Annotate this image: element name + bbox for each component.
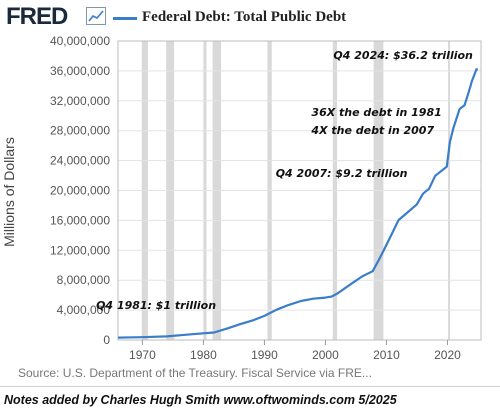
x-tick-label: 2010 [373, 348, 400, 362]
y-tick-label: 0 [103, 333, 110, 347]
y-tick-label: 28,000,000 [50, 124, 110, 138]
chart-title: Federal Debt: Total Public Debt [142, 9, 347, 25]
y-tick-label: 4,000,000 [57, 303, 111, 317]
annotation-1: Q4 2007: $9.2 trillion [275, 167, 408, 181]
y-tick-label: 16,000,000 [50, 213, 110, 227]
x-tick-labels: 1970 1980 1990 2000 2010 2020 [129, 340, 461, 362]
chart-plot: 0 4,000,000 8,000,000 12,000,000 16,000,000 2… [50, 34, 482, 362]
line-chart-icon [86, 7, 106, 25]
series-line-0 [117, 68, 478, 339]
y-tick-label: 24,000,000 [50, 154, 110, 168]
x-tick-label: 1970 [129, 348, 156, 362]
y-tick-label: 40,000,000 [50, 34, 110, 48]
x-tick-label: 2020 [434, 348, 461, 362]
x-tick-label: 1980 [190, 348, 217, 362]
annotation-3: 36X the debt in 1981 [311, 106, 442, 120]
legend-series-line [113, 17, 137, 20]
y-tick-label: 12,000,000 [50, 243, 110, 257]
chart-header: FRED Federal Debt: Total Public Debt [0, 0, 500, 36]
plot-frame [117, 40, 482, 341]
y-tick-labels: 0 4,000,000 8,000,000 12,000,000 16,000,000 2… [50, 34, 110, 347]
y-tick-label: 20,000,000 [50, 184, 110, 198]
footer-divider [0, 386, 500, 387]
source-note: Source: U.S. Department of the Treasury.… [18, 366, 372, 380]
y-tick-label: 32,000,000 [50, 94, 110, 108]
annotation-0: Q4 1981: $1 trillion [96, 298, 217, 312]
x-tick-label: 2000 [312, 348, 339, 362]
annotation-2: Q4 2024: $36.2 trillion [333, 49, 473, 63]
footer-note: Notes added by Charles Hugh Smith www.of… [4, 393, 397, 407]
annotation-4: 4X the debt in 2007 [311, 124, 435, 138]
series-layer [117, 68, 478, 339]
fred-logo: FRED [6, 3, 68, 30]
y-tick-label: 8,000,000 [57, 273, 111, 287]
x-tick-label: 1990 [251, 348, 278, 362]
y-tick-label: 36,000,000 [50, 64, 110, 78]
